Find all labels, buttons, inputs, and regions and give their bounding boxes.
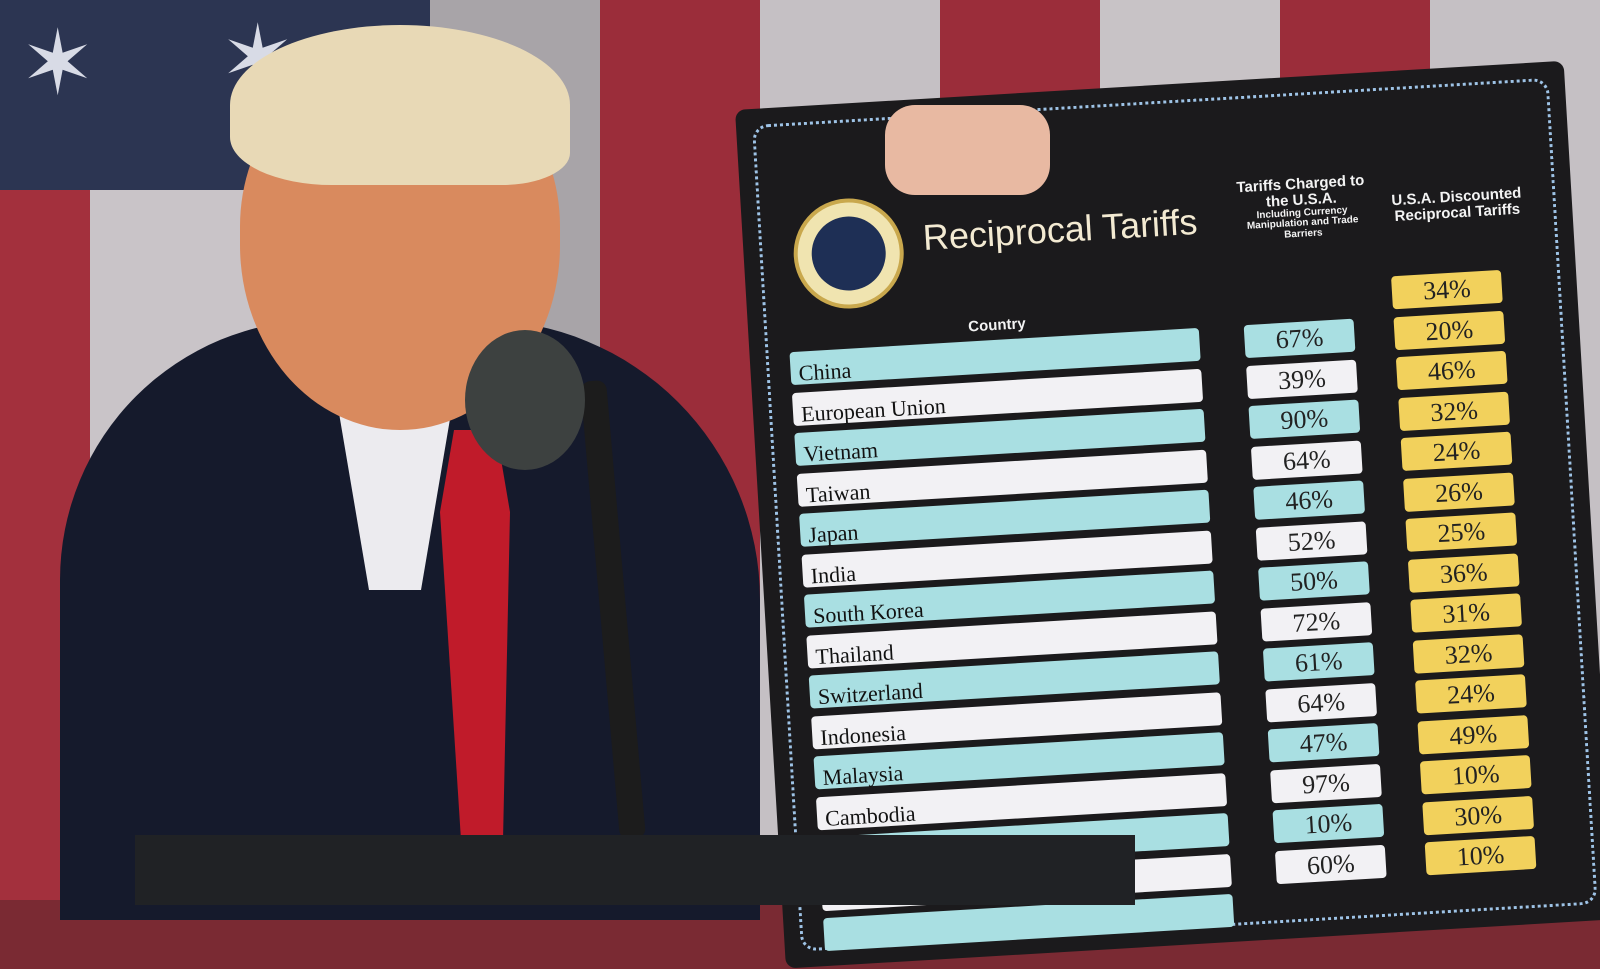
charged-cell: 72%	[1260, 601, 1373, 642]
reciprocal-cell: 32%	[1398, 391, 1510, 431]
reciprocal-cell: 20%	[1393, 310, 1506, 350]
charged-cell: 39%	[1246, 359, 1358, 399]
charged-cell: 64%	[1250, 439, 1363, 480]
charged-column-header: Tariffs Charged to the U.S.A. Including …	[1235, 171, 1365, 241]
country-column-header: Country	[967, 315, 1027, 336]
microphone	[465, 330, 585, 470]
reciprocal-cell: 32%	[1412, 633, 1525, 674]
reciprocal-cell: 24%	[1400, 431, 1513, 472]
charged-cell: 67%	[1243, 318, 1356, 359]
star-icon: ✶	[20, 15, 96, 114]
reciprocal-cell: 30%	[1422, 795, 1535, 835]
charged-cell: 47%	[1267, 722, 1380, 763]
charged-cell: 52%	[1255, 520, 1368, 561]
reciprocal-cell: 10%	[1419, 755, 1532, 795]
reciprocal-cell: 34%	[1391, 269, 1503, 310]
reciprocal-cell: 46%	[1395, 350, 1508, 391]
charged-cell: 50%	[1258, 561, 1370, 601]
reciprocal-cell: 31%	[1410, 593, 1523, 633]
table-row: 10%	[823, 835, 1537, 958]
tariff-board: Reciprocal Tariffs Tariffs Charged to th…	[735, 60, 1600, 969]
charged-cell: 90%	[1248, 399, 1361, 440]
charged-cell: 97%	[1270, 763, 1382, 803]
reciprocal-cell: 24%	[1415, 674, 1527, 714]
podium	[135, 835, 1135, 905]
hand	[885, 105, 1050, 195]
reciprocal-cell: 36%	[1407, 552, 1520, 593]
reciprocal-cell: 49%	[1417, 714, 1530, 755]
charged-cell: 61%	[1262, 642, 1375, 682]
charged-cell: 64%	[1265, 682, 1378, 723]
charged-cell: 60%	[1274, 844, 1387, 884]
reciprocal-cell: 26%	[1403, 472, 1515, 512]
reciprocal-cell: 25%	[1405, 512, 1518, 552]
charged-cell: 46%	[1253, 480, 1366, 520]
charged-cell: 10%	[1272, 803, 1385, 844]
reciprocal-cell: 10%	[1424, 835, 1537, 876]
hair	[230, 25, 570, 185]
